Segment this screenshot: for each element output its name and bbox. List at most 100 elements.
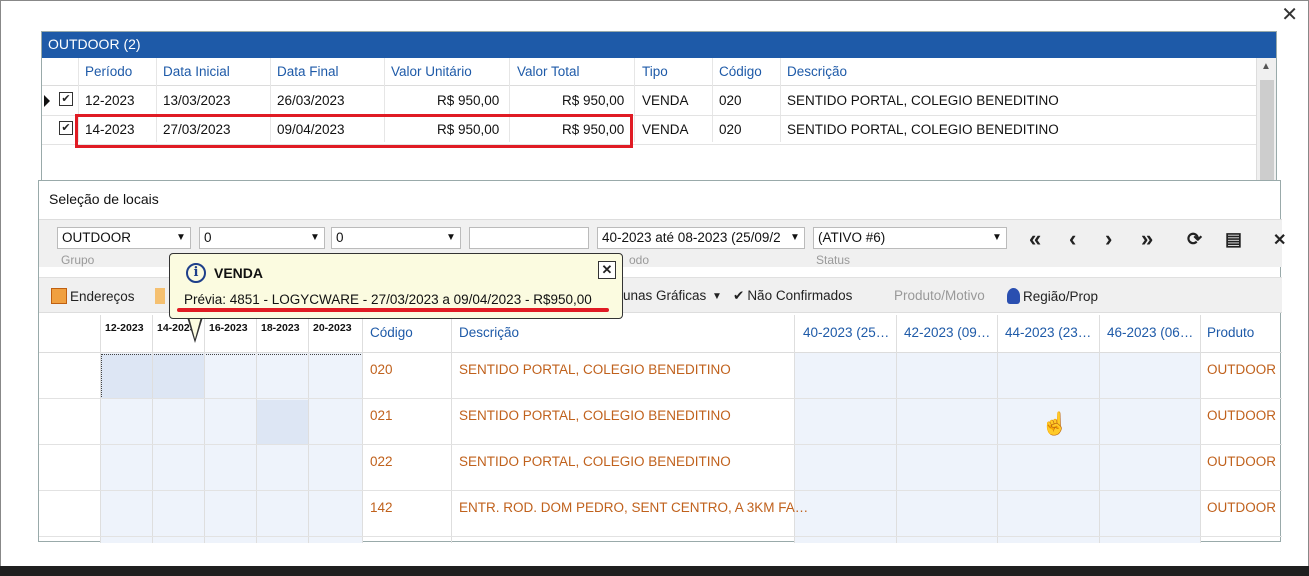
cell-codigo: 022 (370, 454, 393, 469)
status-label: Status (816, 253, 851, 267)
cell-codigo: 021 (370, 408, 393, 423)
col-period-44[interactable]: 44-2023 (23… (1005, 325, 1092, 340)
table-header: 12-2023 14-2023 16-2023 18-2023 20-2023 … (39, 315, 1282, 353)
cell-produto: OUTDOOR (1207, 500, 1276, 515)
user-icon (1007, 288, 1020, 304)
first-page-button[interactable]: « (1029, 226, 1042, 251)
col-valor-unitario[interactable]: Valor Unitário (391, 64, 472, 79)
filter-2-select[interactable]: 0 ▼ (199, 227, 325, 249)
row-checkbox[interactable]: ✔ (59, 92, 73, 106)
highlight-box (75, 114, 633, 148)
filter-bar: OUTDOOR ▼ Grupo 0 ▼ 0 ▼ 40-2023 até 08-2… (39, 219, 1286, 267)
tooltip-title: VENDA (214, 265, 264, 281)
check-tag-icon: ✔ (733, 288, 745, 303)
table-row[interactable]: 020 SENTIDO PORTAL, COLEGIO BENEDITINO O… (39, 353, 1282, 399)
periodo-select-value: 40-2023 até 08-2023 (25/09/2 (602, 230, 781, 245)
week-header: 14-2023 (157, 322, 196, 334)
col-data-inicial[interactable]: Data Inicial (163, 64, 230, 79)
chevron-down-icon[interactable]: ▼ (712, 291, 722, 302)
table-row[interactable]: 021 SENTIDO PORTAL, COLEGIO BENEDITINO O… (39, 399, 1282, 445)
table-row[interactable]: ✔ 12-2023 13/03/2023 26/03/2023 R$ 950,0… (42, 87, 1258, 116)
cell-descricao: ENTR. ROD. DOM PEDRO, SENT CENTRO, A 3KM… (459, 500, 809, 515)
col-periodo[interactable]: Período (85, 64, 133, 79)
background-strip (0, 566, 1309, 576)
outdoor-grid: OUTDOOR (2) Período Data Inicial Data Fi… (41, 31, 1277, 181)
outdoor-grid-scrollbar[interactable]: ▲ (1256, 58, 1276, 181)
status-select[interactable]: (ATIVO #6) ▼ (813, 227, 1007, 249)
cell-valor-unitario: R$ 950,00 (437, 93, 500, 108)
table-row[interactable]: 142 ENTR. ROD. DOM PEDRO, SENT CENTRO, A… (39, 491, 1282, 537)
prev-page-button[interactable]: ‹ (1069, 226, 1077, 251)
col-descricao[interactable]: Descrição (459, 325, 520, 340)
cell-valor-total: R$ 950,00 (562, 93, 625, 108)
cell-descricao: SENTIDO PORTAL, COLEGIO BENEDITINO (459, 454, 731, 469)
scroll-up-icon[interactable]: ▲ (1261, 61, 1271, 72)
col-period-42[interactable]: 42-2023 (09… (904, 325, 991, 340)
cell-data-final: 09/04/2023 (277, 122, 345, 137)
enderecos-button[interactable]: Endereços (51, 288, 135, 304)
regiao-prop-label: Região/Prop (1023, 289, 1099, 304)
filter-2-value: 0 (204, 230, 212, 245)
col-period-46[interactable]: 46-2023 (06… (1107, 325, 1194, 340)
cell-codigo: 020 (719, 93, 742, 108)
col-period-40[interactable]: 40-2023 (25… (803, 325, 890, 340)
cell-produto: OUTDOOR (1207, 408, 1276, 423)
col-descricao[interactable]: Descrição (787, 64, 848, 79)
info-icon: i (186, 263, 206, 283)
chevron-down-icon[interactable]: ▼ (992, 232, 1002, 243)
filter-3-select[interactable]: 0 ▼ (331, 227, 461, 249)
chevron-down-icon[interactable]: ▼ (446, 232, 456, 243)
week-header: 20-2023 (313, 322, 352, 334)
tooltip-text: Prévia: 4851 - LOGYCWARE - 27/03/2023 a … (184, 292, 592, 307)
colunas-graficas-button[interactable]: unas Gráficas (623, 288, 706, 303)
refresh-icon[interactable]: ⟳ (1187, 229, 1203, 249)
col-valor-total[interactable]: Valor Total (517, 64, 580, 79)
cell-data-inicial: 13/03/2023 (163, 93, 231, 108)
enderecos-icon (51, 288, 67, 304)
col-produto[interactable]: Produto (1207, 325, 1255, 340)
cell-periodo: 14-2023 (85, 122, 135, 137)
chevron-down-icon[interactable]: ▼ (788, 230, 802, 246)
col-data-final[interactable]: Data Final (277, 64, 339, 79)
grupo-label: Grupo (61, 253, 95, 267)
toolbar-hidden-button[interactable] (155, 288, 168, 304)
col-codigo[interactable]: Código (370, 325, 413, 340)
cell-codigo: 020 (370, 362, 393, 377)
locais-table: 12-2023 14-2023 16-2023 18-2023 20-2023 … (39, 315, 1282, 543)
tooltip-pointer-inner (189, 317, 201, 339)
week-header: 12-2023 (105, 322, 144, 334)
produto-motivo-button[interactable]: Produto/Motivo (894, 288, 985, 303)
row-checkbox[interactable]: ✔ (59, 121, 73, 135)
regiao-prop-button[interactable]: Região/Prop (1007, 288, 1098, 304)
periodo-select[interactable]: 40-2023 até 08-2023 (25/09/2 ▼ (597, 227, 805, 249)
cell-descricao: SENTIDO PORTAL, COLEGIO BENEDITINO (787, 122, 1059, 137)
week-cell-selected (101, 354, 205, 399)
week-header: 18-2023 (261, 322, 300, 334)
table-row[interactable]: ✔ 14-2023 27/03/2023 09/04/2023 R$ 950,0… (42, 116, 1258, 145)
scrollbar-thumb[interactable] (1260, 80, 1274, 180)
grupo-select[interactable]: OUTDOOR ▼ (57, 227, 191, 249)
nao-confirmados-button[interactable]: ✔ Não Confirmados (733, 288, 852, 304)
chevron-down-icon[interactable]: ▼ (176, 232, 186, 243)
cell-data-final: 26/03/2023 (277, 93, 345, 108)
outdoor-grid-title: OUTDOOR (2) (42, 32, 1276, 58)
col-tipo[interactable]: Tipo (642, 64, 668, 79)
cell-valor-total: R$ 950,00 (562, 122, 625, 137)
last-page-button[interactable]: » (1141, 226, 1154, 251)
close-icon[interactable]: ✕ (1273, 232, 1287, 249)
hand-cursor-icon: ☝ (1041, 411, 1069, 436)
table-row[interactable]: 022 SENTIDO PORTAL, COLEGIO BENEDITINO O… (39, 445, 1282, 491)
week-header: 16-2023 (209, 322, 248, 334)
colunas-graficas-label: unas Gráficas (623, 288, 707, 303)
tooltip-close-button[interactable]: ✕ (598, 261, 616, 279)
enderecos-label: Endereços (70, 289, 135, 304)
next-page-button[interactable]: › (1105, 226, 1113, 251)
outdoor-grid-header: Período Data Inicial Data Final Valor Un… (42, 58, 1258, 86)
window-close-icon[interactable]: ✕ (1281, 4, 1298, 26)
filter-4-input[interactable] (469, 227, 589, 249)
col-codigo[interactable]: Código (719, 64, 762, 79)
chevron-down-icon[interactable]: ▼ (310, 232, 320, 243)
selecao-de-locais-panel: Seleção de locais OUTDOOR ▼ Grupo 0 ▼ 0 … (38, 180, 1286, 543)
print-icon[interactable]: ▤ (1225, 229, 1243, 249)
